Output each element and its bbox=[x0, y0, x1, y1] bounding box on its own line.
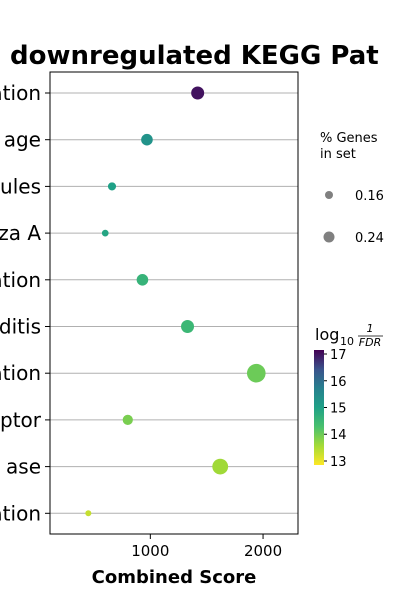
size-legend-title-line-2: in set bbox=[320, 147, 356, 162]
x-tick-label: 1000 bbox=[131, 542, 169, 560]
data-point bbox=[141, 133, 153, 146]
colorbar-ticks: 17 16 15 14 13 bbox=[324, 348, 347, 470]
y-tick-label: ation bbox=[0, 361, 41, 385]
colorbar-tick-label: 14 bbox=[330, 428, 347, 443]
colorbar-gradient bbox=[314, 350, 324, 465]
chart-title: downregulated KEGG Pat bbox=[10, 41, 379, 71]
colorbar-tick-label: 13 bbox=[330, 455, 347, 470]
colorbar-title-subscript: 10 bbox=[340, 335, 354, 348]
data-point bbox=[181, 320, 195, 333]
y-tick-label: ptor bbox=[0, 408, 42, 432]
y-tick-label: ase bbox=[6, 455, 41, 479]
size-legend-label-small: 0.16 bbox=[355, 189, 384, 204]
size-legend-marker-large bbox=[323, 231, 335, 243]
colorbar-tick-label: 16 bbox=[330, 375, 347, 390]
data-point bbox=[191, 86, 205, 100]
data-point bbox=[107, 182, 117, 191]
y-tick-label: age bbox=[4, 128, 41, 152]
data-point bbox=[246, 363, 266, 383]
data-point bbox=[101, 229, 109, 237]
y-tick-label: ation bbox=[0, 81, 41, 105]
y-tick-label: za A bbox=[0, 221, 41, 245]
colorbar-title-log: log bbox=[315, 325, 339, 344]
colorbar-title-numerator: 1 bbox=[367, 322, 374, 335]
size-legend-label-large: 0.24 bbox=[355, 231, 384, 246]
data-point bbox=[212, 458, 229, 475]
colorbar-tick-label: 15 bbox=[330, 402, 347, 417]
data-point bbox=[136, 274, 149, 286]
y-tick-label: ation bbox=[0, 501, 41, 525]
size-legend-marker-small bbox=[325, 191, 333, 199]
x-tick-labels: 1000 2000 bbox=[131, 534, 282, 560]
colorbar-tick-label: 17 bbox=[330, 348, 347, 363]
x-axis-label: Combined Score bbox=[92, 567, 257, 588]
y-tick-label: ation bbox=[0, 268, 41, 292]
y-tick-label: ditis bbox=[0, 315, 41, 339]
size-legend: % Genes in set 0.16 0.24 bbox=[320, 131, 384, 246]
data-points bbox=[85, 86, 266, 517]
data-point bbox=[122, 414, 133, 425]
grid-lines bbox=[50, 92, 298, 514]
y-tick-labels: ation age ules za A ation ditis ation ptor ase at… bbox=[0, 81, 50, 525]
y-tick-label: ules bbox=[0, 174, 41, 198]
colorbar-title-denominator: FDR bbox=[359, 336, 381, 349]
colorbar: log 10 1 FDR 17 16 15 14 13 bbox=[314, 322, 383, 470]
data-point bbox=[85, 510, 92, 517]
size-legend-title-line-1: % Genes bbox=[320, 131, 378, 146]
plot-frame bbox=[49, 71, 299, 535]
x-tick-label: 2000 bbox=[244, 542, 282, 560]
